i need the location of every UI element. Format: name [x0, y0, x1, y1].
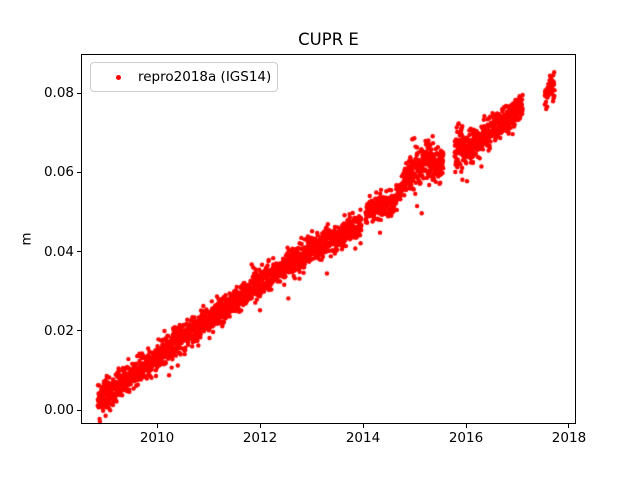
y-tick-label: 0.04: [43, 243, 74, 260]
x-tick-mark: [465, 424, 467, 428]
x-tick-mark: [568, 424, 570, 428]
legend-marker-icon: [116, 74, 121, 80]
x-tick-label: 2010: [139, 430, 175, 446]
x-tick-label: 2018: [551, 430, 587, 446]
x-tick-mark: [259, 424, 261, 428]
legend: repro2018a (IGS14): [90, 62, 278, 92]
y-tick-label: 0.00: [43, 402, 74, 419]
y-tick-mark: [77, 171, 81, 173]
legend-label: repro2018a (IGS14): [138, 69, 272, 85]
y-tick-label: 0.08: [43, 85, 74, 102]
y-tick-mark: [77, 409, 81, 411]
x-tick-mark: [362, 424, 364, 428]
chart-title: CUPR E: [298, 30, 359, 49]
x-tick-label: 2016: [448, 430, 484, 446]
y-tick-label: 0.06: [43, 164, 74, 181]
plot-area: [81, 54, 576, 424]
x-tick-label: 2014: [345, 430, 381, 446]
x-tick-mark: [156, 424, 158, 428]
y-tick-label: 0.02: [43, 322, 74, 339]
y-tick-mark: [77, 330, 81, 332]
x-tick-label: 2012: [242, 430, 278, 446]
y-tick-mark: [77, 251, 81, 253]
y-tick-mark: [77, 92, 81, 94]
